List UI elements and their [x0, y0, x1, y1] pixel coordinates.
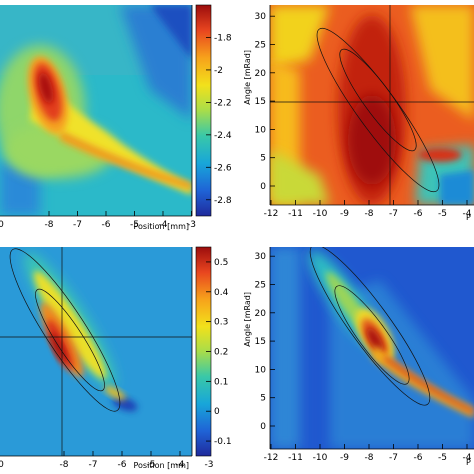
- x-tick-label: -12: [264, 453, 279, 463]
- colorbar-tick-label: -2: [214, 66, 223, 76]
- ellipse-overlay: [270, 5, 474, 205]
- x-tick-label: -10: [313, 209, 328, 219]
- x-tick-label: -8: [365, 453, 374, 463]
- outer-ellipse: [9, 248, 121, 412]
- heatmap-top-right: [270, 5, 474, 205]
- x-tick-label: -4: [463, 209, 472, 219]
- x-tick-label: -4: [176, 460, 185, 470]
- x-tick-label: -6: [414, 453, 423, 463]
- x-tick-label: -12: [264, 209, 279, 219]
- ellipse-overlay: [0, 247, 192, 456]
- y-tick-labels: 0 5 10 15 20 25 30: [255, 12, 275, 192]
- y-tick-label: 15: [255, 337, 266, 347]
- x-tick-label: -6: [118, 460, 127, 470]
- inner-ellipse: [339, 48, 417, 152]
- y-tick-label: 0: [260, 422, 266, 432]
- x-tick-label: -8: [60, 460, 69, 470]
- y-tick-label: 0: [260, 182, 266, 192]
- inner-ellipse: [35, 288, 105, 392]
- x-axis-label: Position [mm]: [133, 222, 189, 231]
- x-tick-label: -7: [389, 453, 398, 463]
- x-tick-label: -7: [89, 460, 98, 470]
- colorbar-tick-label: 0.5: [214, 258, 228, 268]
- x-tick-label: -8: [45, 220, 54, 230]
- y-tick-label: 5: [260, 394, 266, 404]
- x-tick-labels: -12 -11 -10 -9 -8 -7 -6 -5 -4: [264, 444, 472, 463]
- y-axis-label: Angle [mRad]: [243, 292, 252, 347]
- x-tick-labels: -12 -11 -10 -9 -8 -7 -6 -5 -4: [264, 200, 472, 219]
- colorbar: [195, 4, 212, 217]
- y-tick-label: 30: [255, 252, 267, 262]
- x-tick-label: -5: [438, 453, 447, 463]
- inner-ellipse: [334, 285, 410, 385]
- x-tick-labels: -8 -7 -6 -5 -4 -3 0: [0, 211, 196, 230]
- colorbar-tick-label: -0.1: [214, 437, 232, 447]
- heatmap-top-left: [0, 5, 192, 216]
- ellipse-overlay: [309, 247, 431, 406]
- x-tick-label: -7: [389, 209, 398, 219]
- x-tick-label: -6: [414, 209, 423, 219]
- x-tick-label: -3: [205, 460, 214, 470]
- colorbar-tick-label: -2.4: [214, 131, 232, 141]
- colorbar-tick-label: 0.2: [214, 348, 228, 358]
- colorbar-tick-label: -2.8: [214, 196, 232, 206]
- y-tick-label: 10: [255, 125, 267, 135]
- x-axis-label: P: [466, 213, 471, 222]
- panel-bottom-left: -8 -7 -6 -5 -4 -3 0 Position [mm] 0.5 0.4 0.3 0.2…: [0, 246, 232, 470]
- outer-ellipse: [309, 247, 431, 406]
- y-tick-label: 20: [255, 69, 267, 79]
- panel-bottom-right: 0 5 10 15 20 25 30 -12 -11 -10 -9 -8 -7 -6 -5 -4 Angle…: [243, 247, 474, 467]
- colorbar-tick-label: 0.4: [214, 288, 229, 298]
- x-tick-label-partial: 0: [0, 220, 4, 230]
- x-tick-label: -7: [73, 220, 82, 230]
- x-tick-label: -5: [147, 460, 156, 470]
- colorbar-tick-label: 0.3: [214, 318, 228, 328]
- x-tick-labels: -8 -7 -6 -5 -4 -3 0: [0, 451, 213, 470]
- y-tick-label: 30: [255, 12, 267, 22]
- panel-top-right: 0 5 10 15 20 25 30 -12 -11 -10 -9 -8 -7 -6 -5 -4 Angle…: [243, 5, 474, 222]
- colorbar-tick-label: -1.8: [214, 33, 232, 43]
- x-tick-label: -4: [463, 453, 472, 463]
- y-tick-label: 10: [255, 365, 267, 375]
- y-axis-label: Angle [mRad]: [243, 50, 252, 105]
- colorbar-tick-label: 0: [214, 407, 220, 417]
- x-tick-label: -5: [130, 220, 139, 230]
- x-tick-label: -11: [288, 209, 303, 219]
- y-tick-label: 25: [255, 281, 266, 291]
- x-tick-label-partial: 0: [0, 460, 4, 470]
- x-tick-label: -10: [313, 453, 328, 463]
- heatmap-bottom-right: [270, 247, 474, 449]
- x-tick-label: -8: [365, 209, 374, 219]
- x-axis-label: P: [466, 458, 471, 467]
- y-tick-label: 5: [260, 154, 266, 164]
- colorbar-tick-label: -2.2: [214, 98, 232, 108]
- y-tick-labels: 0 5 10 15 20 25 30: [255, 252, 275, 432]
- x-tick-label: -11: [288, 453, 303, 463]
- x-tick-label: -6: [102, 220, 111, 230]
- y-tick-label: 25: [255, 41, 266, 51]
- x-tick-label: -3: [187, 220, 196, 230]
- panel-top-left: -8 -7 -6 -5 -4 -3 0 Position [mm] -1.8 -2 -2.2 -2…: [0, 4, 232, 231]
- heatmap-bottom-left: [0, 247, 192, 456]
- colorbar-tick-label: 0.1: [214, 377, 228, 387]
- colorbar-tick-label: -2.6: [214, 163, 232, 173]
- y-tick-label: 20: [255, 309, 267, 319]
- x-tick-label: -9: [340, 453, 349, 463]
- x-tick-label: -9: [340, 209, 349, 219]
- x-tick-label: -5: [438, 209, 447, 219]
- x-axis-label: Position [mm]: [133, 461, 189, 470]
- colorbar-tick-labels: 0.5 0.4 0.3 0.2 0.1 0 -0.1: [206, 258, 232, 447]
- y-tick-label: 15: [255, 97, 266, 107]
- x-tick-label: -4: [159, 220, 168, 230]
- colorbar-tick-labels: -1.8 -2 -2.2 -2.4 -2.6 -2.8: [206, 33, 232, 206]
